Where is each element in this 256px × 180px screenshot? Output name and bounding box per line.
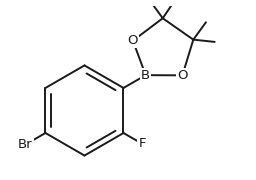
- Text: F: F: [138, 137, 146, 150]
- Text: O: O: [128, 34, 138, 47]
- Text: Br: Br: [18, 138, 33, 151]
- Text: B: B: [141, 69, 150, 82]
- Text: O: O: [177, 69, 188, 82]
